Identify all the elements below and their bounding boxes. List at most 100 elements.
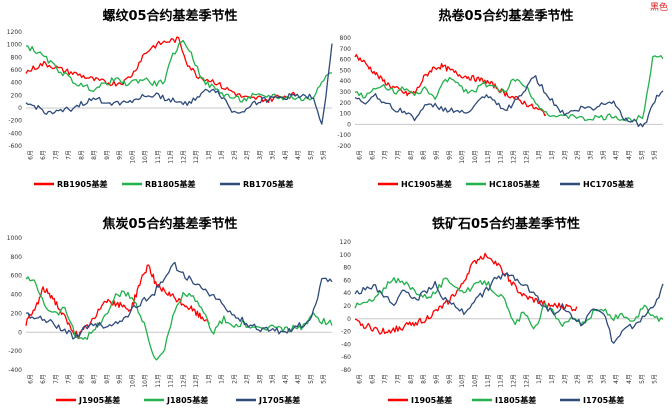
x-tick-label: 5月 <box>652 150 659 160</box>
x-tick-label: 9月 <box>117 150 124 160</box>
y-tick-label: 800 <box>11 254 23 261</box>
y-tick-label: 1000 <box>7 235 22 242</box>
y-tick-label: 800 <box>11 54 23 61</box>
y-tick-label: -40 <box>341 341 351 348</box>
series-line-I1905基差 <box>354 252 578 335</box>
x-tick-label: 6月 <box>40 150 47 160</box>
x-tick-label: 6月 <box>356 150 363 160</box>
x-tick-label: 7月 <box>53 374 60 384</box>
chart-panel-3: 焦炭05合约基差季节性 1000 800 600 400 200 0 -200 -400 6月 6月… <box>7 216 333 405</box>
series-line-RB1805基差 <box>25 39 333 103</box>
y-tick-label: 400 <box>11 292 23 299</box>
chart-title: 螺纹05合约基差季节性 <box>102 8 237 24</box>
x-tick-label: 4月 <box>626 374 633 384</box>
x-tick-label: 12月 <box>193 150 200 164</box>
x-tick-label: 7月 <box>53 150 60 160</box>
x-tick-label: 2月 <box>575 150 582 160</box>
series-line-J1705基差 <box>25 261 333 340</box>
x-tick-label: 3月 <box>270 150 277 160</box>
x-tick-label: 3月 <box>257 150 264 160</box>
x-tick-label: 7月 <box>382 374 389 384</box>
legend-label: I1705基差 <box>583 395 624 405</box>
x-tick-label: 7月 <box>395 150 402 160</box>
x-tick-label: 7月 <box>66 150 73 160</box>
x-tick-label: 5月 <box>308 150 315 160</box>
chart-panel-1: 螺纹05合约基差季节性 1200 1000 800 600 400 200 0 -200 -400… <box>7 8 333 189</box>
x-tick-label: 11月 <box>485 374 492 388</box>
y-tick-label: 600 <box>11 67 23 74</box>
x-tick-label: 4月 <box>613 150 620 160</box>
y-tick-label: -200 <box>8 118 22 125</box>
x-tick-label: 7月 <box>66 374 73 384</box>
x-tick-label: 12月 <box>523 374 530 388</box>
series-line-HC1705基差 <box>354 75 664 128</box>
x-tick-label: 10月 <box>142 374 149 388</box>
x-tick-label: 12月 <box>180 150 187 164</box>
x-tick-label: 1月 <box>219 374 226 384</box>
x-tick-label: 11月 <box>168 150 175 164</box>
x-tick-label: 6月 <box>369 150 376 160</box>
y-tick-label: 120 <box>340 239 352 246</box>
x-tick-label: 4月 <box>295 374 302 384</box>
x-tick-label: 3月 <box>587 150 594 160</box>
x-tick-label: 6月 <box>369 374 376 384</box>
x-tick-label: 10月 <box>472 150 479 164</box>
x-tick-label: 10月 <box>129 374 136 388</box>
x-tick-label: 5月 <box>321 374 328 384</box>
chart-title: 热卷05合约基差季节性 <box>438 8 573 24</box>
x-tick-label: 8月 <box>421 374 428 384</box>
x-tick-label: 1月 <box>219 150 226 160</box>
x-tick-label: 2月 <box>575 374 582 384</box>
legend-label: I1905基差 <box>411 395 452 405</box>
y-tick-label: -200 <box>8 348 22 355</box>
y-tick-label: 100 <box>340 111 352 118</box>
x-tick-label: 3月 <box>587 374 594 384</box>
x-tick-label: 1月 <box>206 374 213 384</box>
series-line-I1805基差 <box>354 277 664 330</box>
x-tick-label: 4月 <box>626 150 633 160</box>
x-tick-label: 12月 <box>510 150 517 164</box>
x-tick-label: 8月 <box>421 150 428 160</box>
series-line-HC1805基差 <box>354 55 664 123</box>
x-tick-label: 3月 <box>600 150 607 160</box>
x-tick-label: 4月 <box>282 374 289 384</box>
y-tick-label: 200 <box>11 310 23 317</box>
y-tick-label: -60 <box>341 354 351 361</box>
x-tick-label: 4月 <box>613 374 620 384</box>
chart-title: 铁矿石05合约基差季节性 <box>431 216 580 232</box>
x-tick-label: 6月 <box>27 374 34 384</box>
y-tick-label: -80 <box>341 367 351 374</box>
x-tick-label: 11月 <box>498 150 505 164</box>
y-tick-label: 1000 <box>7 42 22 49</box>
x-tick-label: 8月 <box>91 150 98 160</box>
y-tick-label: 400 <box>340 78 352 85</box>
series-line-HC1905基差 <box>354 54 547 117</box>
x-tick-label: 1月 <box>536 150 543 160</box>
chart-panel-4: 铁矿石05合约基差季节性 120 100 80 60 40 20 0 -20 -40 -60 -80 6… <box>340 216 664 405</box>
x-tick-label: 2月 <box>231 374 238 384</box>
x-tick-label: 8月 <box>408 374 415 384</box>
x-tick-label: 5月 <box>308 374 315 384</box>
y-tick-label: 20 <box>343 303 351 310</box>
y-tick-label: 80 <box>343 265 351 272</box>
x-tick-label: 6月 <box>40 374 47 384</box>
x-tick-label: 9月 <box>433 374 440 384</box>
x-tick-label: 12月 <box>193 374 200 388</box>
x-tick-label: 10月 <box>459 374 466 388</box>
x-tick-label: 2月 <box>244 150 251 160</box>
y-tick-label: 0 <box>347 316 351 323</box>
x-tick-label: 5月 <box>321 150 328 160</box>
y-tick-label: 500 <box>340 67 352 74</box>
y-tick-label: -600 <box>8 143 22 150</box>
y-tick-label: -400 <box>8 367 22 374</box>
y-tick-label: 100 <box>340 252 352 259</box>
x-tick-label: 9月 <box>446 374 453 384</box>
x-tick-label: 3月 <box>270 374 277 384</box>
y-tick-label: 0 <box>347 121 351 128</box>
x-tick-label: 11月 <box>155 150 162 164</box>
x-tick-label: 1月 <box>536 374 543 384</box>
x-tick-label: 5月 <box>652 374 659 384</box>
x-tick-label: 11月 <box>168 374 175 388</box>
x-tick-label: 1月 <box>549 150 556 160</box>
